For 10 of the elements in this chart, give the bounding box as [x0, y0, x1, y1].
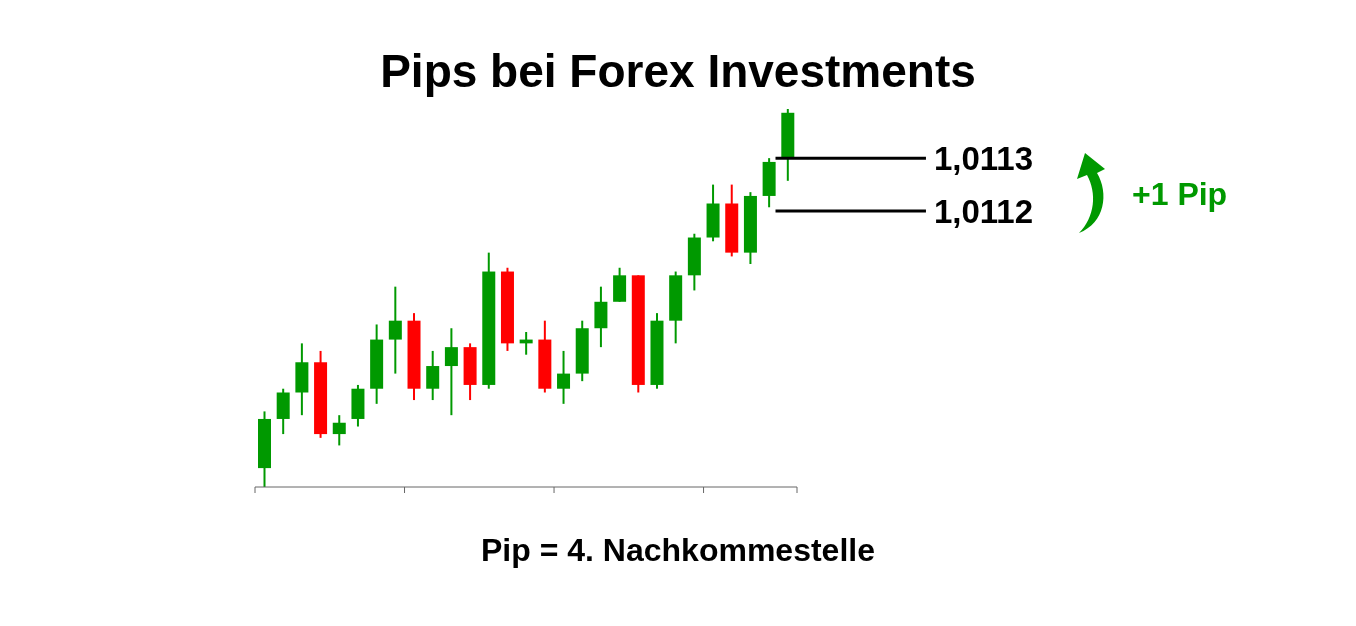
candlestick — [388, 285, 402, 375]
candlestick — [426, 349, 440, 402]
candlestick — [332, 414, 346, 447]
candlestick — [557, 349, 571, 405]
chart-title: Pips bei Forex Investments — [379, 44, 977, 98]
candlestick — [444, 327, 458, 417]
ref-line-label: 1,0112 — [933, 192, 1034, 230]
text: Pip = 4. Nachkommestelle — [480, 532, 876, 569]
ref-line-label: 1,0113 — [933, 139, 1034, 177]
text: +1 Pip — [1132, 176, 1228, 213]
